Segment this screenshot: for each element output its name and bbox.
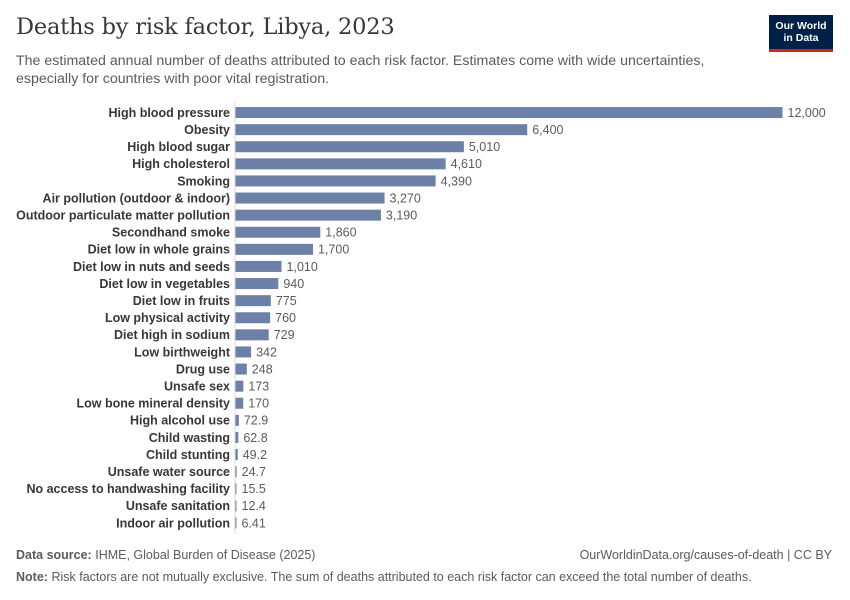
bar[interactable]	[235, 278, 279, 290]
data-source-text[interactable]: IHME, Global Burden of Disease (2025)	[95, 548, 316, 562]
value-label: 940	[283, 277, 304, 291]
bar[interactable]	[235, 466, 237, 478]
category-label: Diet low in nuts and seeds	[73, 260, 230, 274]
bar[interactable]	[235, 346, 252, 358]
owid-logo[interactable]: Our World in Data	[769, 15, 833, 52]
bar[interactable]	[235, 209, 381, 221]
value-label: 24.7	[242, 465, 266, 479]
bar[interactable]	[235, 107, 783, 119]
category-label: Unsafe water source	[108, 465, 230, 479]
value-label: 1,010	[287, 260, 318, 274]
value-label: 12.4	[242, 499, 266, 513]
bar[interactable]	[235, 141, 464, 153]
value-label: 4,390	[441, 174, 472, 188]
bar[interactable]	[235, 431, 239, 443]
category-label: Child stunting	[146, 448, 230, 462]
value-label: 760	[275, 311, 296, 325]
category-label: Diet high in sodium	[114, 328, 230, 342]
value-label: 72.9	[244, 414, 268, 428]
category-label: Diet low in fruits	[133, 294, 230, 308]
bar[interactable]	[235, 124, 528, 136]
category-label: No access to handwashing facility	[26, 482, 230, 496]
category-label: High cholesterol	[132, 157, 230, 171]
category-label: Low physical activity	[105, 311, 230, 325]
value-label: 3,270	[390, 191, 421, 205]
category-label: Smoking	[177, 174, 230, 188]
category-label: Diet low in whole grains	[88, 243, 230, 257]
bar[interactable]	[235, 192, 385, 204]
value-label: 173	[248, 379, 269, 393]
category-label: High blood sugar	[127, 140, 230, 154]
bar[interactable]	[235, 483, 237, 495]
bar[interactable]	[235, 380, 244, 392]
value-label: 248	[252, 362, 273, 376]
source-url[interactable]: OurWorldinData.org/causes-of-death | CC …	[579, 548, 832, 562]
value-label: 6,400	[532, 123, 563, 137]
category-label: High blood pressure	[108, 106, 230, 120]
value-label: 49.2	[243, 448, 267, 462]
bar[interactable]	[235, 500, 237, 512]
bar-chart: High blood pressure 12,000 Obesity 6,400 Hig…	[16, 102, 826, 534]
value-label: 5,010	[469, 140, 500, 154]
data-source-label: Data source:	[16, 548, 92, 562]
category-label: Drug use	[176, 362, 230, 376]
value-label: 342	[256, 345, 277, 359]
value-label: 62.8	[243, 431, 267, 445]
bar[interactable]	[235, 243, 313, 255]
bar[interactable]	[235, 312, 271, 324]
chart-subtitle: The estimated annual number of deaths at…	[16, 53, 705, 87]
value-label: 4,610	[451, 157, 482, 171]
bar[interactable]	[235, 414, 239, 426]
category-label: Air pollution (outdoor & indoor)	[43, 191, 230, 205]
value-label: 775	[276, 294, 297, 308]
logo-line-2: in Data	[783, 32, 819, 44]
category-label: Unsafe sanitation	[126, 499, 230, 513]
category-label: Obesity	[184, 123, 230, 137]
value-label: 3,190	[386, 208, 417, 222]
value-label: 1,700	[318, 243, 349, 257]
category-label: Low birthweight	[134, 345, 231, 359]
data-source: Data source: IHME, Global Burden of Dise…	[16, 548, 315, 562]
category-label: Diet low in vegetables	[99, 277, 230, 291]
category-label: Secondhand smoke	[112, 226, 230, 240]
value-label: 12,000	[788, 106, 826, 120]
category-label: Outdoor particulate matter pollution	[16, 208, 230, 222]
note-text: Risk factors are not mutually exclusive.…	[51, 570, 752, 584]
value-label: 1,860	[325, 226, 356, 240]
bar[interactable]	[235, 397, 244, 409]
bar[interactable]	[235, 517, 237, 529]
chart-title: Deaths by risk factor, Libya, 2023	[16, 14, 395, 40]
value-label: 15.5	[242, 482, 266, 496]
category-label: Indoor air pollution	[116, 516, 230, 530]
bar[interactable]	[235, 175, 436, 187]
value-label: 729	[274, 328, 295, 342]
bar[interactable]	[235, 295, 271, 307]
bar[interactable]	[235, 260, 282, 272]
bar[interactable]	[235, 329, 269, 341]
bar[interactable]	[235, 449, 238, 461]
category-label: Low bone mineral density	[77, 397, 231, 411]
logo-line-1: Our World	[775, 20, 827, 32]
bar[interactable]	[235, 363, 247, 375]
chart-note: Note: Risk factors are not mutually excl…	[16, 570, 752, 584]
note-label: Note:	[16, 570, 48, 584]
category-label: Child wasting	[149, 431, 230, 445]
category-label: High alcohol use	[130, 414, 230, 428]
bar[interactable]	[235, 226, 321, 238]
category-label: Unsafe sex	[164, 379, 230, 393]
bar[interactable]	[235, 158, 446, 170]
value-label: 170	[248, 397, 269, 411]
value-label: 6.41	[242, 516, 266, 530]
